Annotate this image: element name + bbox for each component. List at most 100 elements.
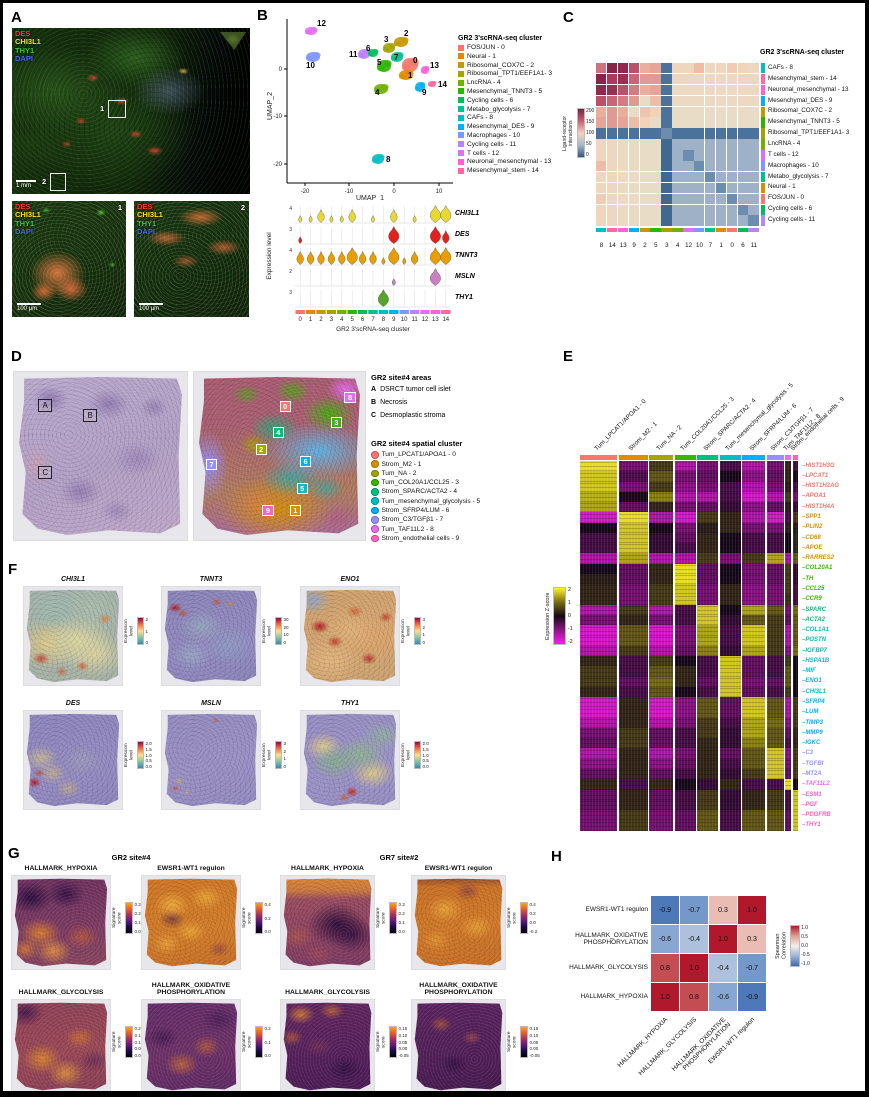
heatmap-e-row <box>580 758 800 769</box>
heatmap-col-label: 3 <box>665 242 669 249</box>
heatmap-e-cell <box>792 666 798 677</box>
spatial-expression-tissue <box>164 713 258 807</box>
heatmap-cell <box>715 215 727 226</box>
heatmap-e-cell <box>719 645 741 657</box>
heatmap-e-row <box>580 502 800 513</box>
signature-score-colorbar-bar <box>125 1026 134 1058</box>
heatmap-e-cell <box>792 614 798 626</box>
heatmap-col-label: 12 <box>685 242 693 249</box>
heatmap-cell <box>694 106 705 117</box>
correlation-cell: -0.9 <box>738 983 766 1011</box>
heatmap-cell <box>737 150 748 161</box>
heatmap-e-cell <box>674 666 696 677</box>
heatmap-cell <box>596 215 607 226</box>
correlation-row-label: HALLMARK_GLYCOLYSIS <box>569 964 648 972</box>
signature-score-colorbar-tick: 0.2 <box>398 911 405 916</box>
heatmap-cell <box>596 106 607 117</box>
cluster-color-swatch <box>458 114 464 121</box>
heatmap-e-cell <box>580 779 617 790</box>
spatial-plot-slide <box>23 710 123 810</box>
expression-zscore-colorbar-label: Expression Z-score <box>545 592 551 640</box>
signature-score-colorbar-ticks: 0.2 0.1 0.0 <box>265 1026 271 1058</box>
signature-score-colorbar-tick: 0.20 <box>134 1026 144 1031</box>
heatmap-cell <box>715 106 727 117</box>
heatmap-e-cell <box>674 820 696 831</box>
heatmap-cell <box>748 150 759 161</box>
heatmap-e-cell <box>742 491 765 503</box>
svg-text:3: 3 <box>330 317 334 323</box>
spearman-colorbar-tick: -1.0 <box>801 961 810 967</box>
col-strip-swatch <box>606 228 618 232</box>
heatmap-e-cell <box>649 563 673 574</box>
heatmap-cell <box>726 128 738 139</box>
heatmap-e-cell <box>792 748 798 759</box>
heatmap-cell <box>628 128 640 139</box>
heatmap-cell <box>639 106 650 117</box>
expression-zscore-colorbar-tick: -1 <box>567 626 573 632</box>
heatmap-cell <box>628 171 640 183</box>
svg-text:3: 3 <box>289 227 292 233</box>
heatmap-cell <box>650 161 661 172</box>
heatmap-e-cell <box>792 717 798 728</box>
signature-group-title: GR7 site#2 <box>379 853 419 862</box>
col-strip-swatch <box>683 228 694 232</box>
marker-label: DES <box>137 202 153 211</box>
marker-label: CHI3L1 <box>137 210 163 220</box>
svg-text:13: 13 <box>430 61 439 70</box>
row-strip-swatch <box>761 171 765 183</box>
col-strip-swatch <box>694 228 705 232</box>
heatmap-cell <box>617 63 629 74</box>
heatmap-cell <box>661 95 672 107</box>
svg-text:GR2 3'scRNA-seq cluster: GR2 3'scRNA-seq cluster <box>336 326 411 333</box>
heatmap-col-label: 5 <box>654 242 658 249</box>
gene-label: –PDGFRB <box>802 812 831 819</box>
heatmap-e-cell <box>697 491 718 503</box>
heatmap-e-cell <box>674 625 696 636</box>
correlation-row-labels: EWSR1-WT1 regulon HALLMARK_OXIDATIVE PHOSP… <box>543 896 648 1012</box>
heatmap-e-cell <box>618 738 648 749</box>
spatial-cluster-legend-text: Strom_SPARC/ACTA2 - 4 <box>381 488 458 496</box>
heatmap-cell <box>606 84 618 96</box>
signature-score-colorbar-tick: 0.0 <box>264 1053 271 1058</box>
heatmap-e-cell <box>719 779 741 790</box>
heatmap-c-row-color-strip <box>761 63 765 226</box>
col-strip-swatch <box>639 228 650 232</box>
signature-plot-slide <box>141 999 241 1091</box>
heatmap-cell <box>650 171 661 183</box>
map-cluster-number: 1 <box>289 504 301 516</box>
spearman-colorbar-ticks: 1.0 0.5 0.0 -0.5 -1.0 <box>801 925 810 967</box>
heatmap-cell <box>726 182 738 194</box>
heatmap-e-cell <box>719 748 741 759</box>
heatmap-e-cell <box>580 512 617 523</box>
signature-score-colorbar-tick: 0.15 <box>134 1032 144 1038</box>
heatmap-e-cell <box>792 553 798 564</box>
signature-score-colorbar: Signature score 0.4 0.2 0.0 -0.2 <box>507 902 537 934</box>
heatmap-e-col-swatch <box>785 455 791 460</box>
heatmap-row-label: Metabo_glycolysis - 7 <box>768 172 829 180</box>
heatmap-e-cell <box>618 707 648 718</box>
expression-zscore-colorbar-tick: 2 <box>567 587 571 593</box>
heatmap-cell <box>748 182 759 194</box>
expression-level-colorbar-label: Expression level <box>124 619 135 643</box>
heatmap-col-label: 14 <box>608 242 616 249</box>
heatmap-cell <box>606 215 618 226</box>
heatmap-row-label: T cells - 12 <box>768 150 799 158</box>
heatmap-cell <box>672 204 683 215</box>
heatmap-cell <box>715 84 727 96</box>
heatmap-cell <box>748 84 759 96</box>
panel-b-label: B <box>257 7 268 24</box>
svg-text:11: 11 <box>349 50 358 59</box>
heatmap-cell <box>650 128 661 139</box>
heatmap-e-cell <box>785 748 791 759</box>
spatial-expression-tissue <box>26 589 120 683</box>
row-strip-swatch <box>761 182 765 194</box>
heatmap-e-cell <box>649 676 673 687</box>
heatmap-e-cell <box>792 697 798 708</box>
expression-level-colorbar-tick: 0.0 <box>422 764 429 769</box>
expression-level-colorbar: Expression level 2 1 0 <box>124 617 148 645</box>
panel-h-label: H <box>551 848 562 865</box>
heatmap-e-cell <box>719 656 741 667</box>
heatmap-e-cell <box>719 563 741 574</box>
heatmap-e-cell <box>697 779 718 790</box>
svg-text:3: 3 <box>384 35 389 44</box>
